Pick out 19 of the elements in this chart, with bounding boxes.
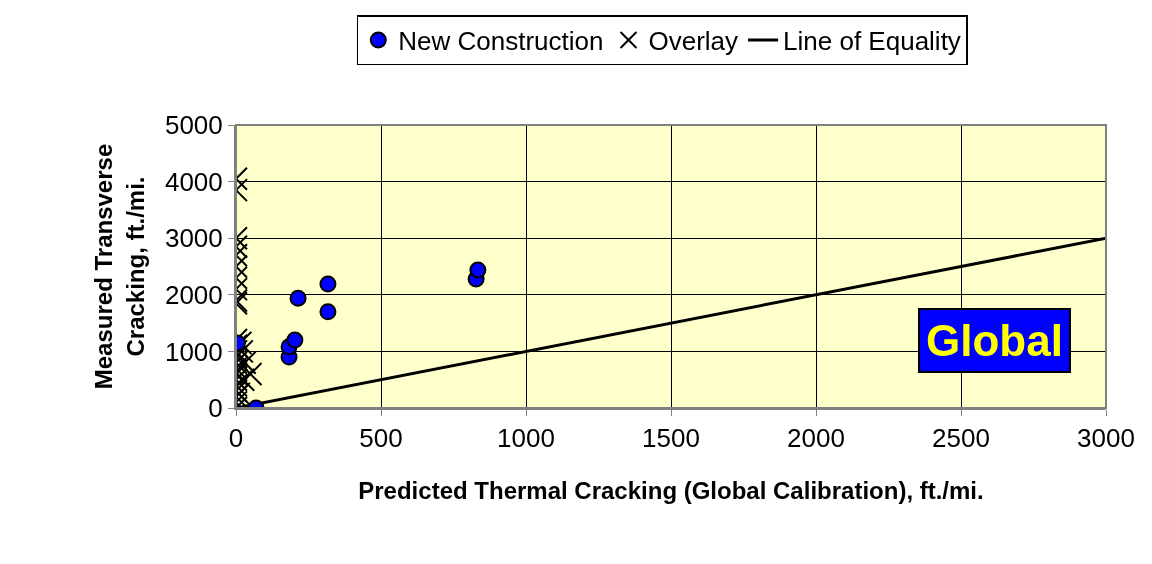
x-tick-label: 1000 [497,423,555,454]
x-tick-label: 1500 [642,423,700,454]
x-tick-label: 2000 [787,423,845,454]
x-tick-label: 0 [228,423,244,454]
legend-label: Overlay [648,26,739,57]
y-tick-label: 0 [208,393,223,424]
y-tick-label: 2000 [164,279,223,310]
x-tick-label: 3000 [1077,423,1135,454]
annotation: Global [926,316,1063,365]
x-tick-label: 2500 [932,423,990,454]
y-tick-label: 1000 [164,336,223,367]
x-axis-title: Predicted Thermal Cracking (Global Calibration), ft./mi. [358,477,984,504]
legend-label: New Construction [398,26,604,57]
y-tick-label: 4000 [164,166,223,197]
x-tick-label: 500 [359,423,403,454]
y-tick-label: 3000 [164,223,223,254]
y-tick-label: 5000 [164,110,223,141]
legend-label: Line of Equality [783,26,961,57]
y-axis-title: Measured Transverse Cracking, ft./mi. [90,143,149,390]
